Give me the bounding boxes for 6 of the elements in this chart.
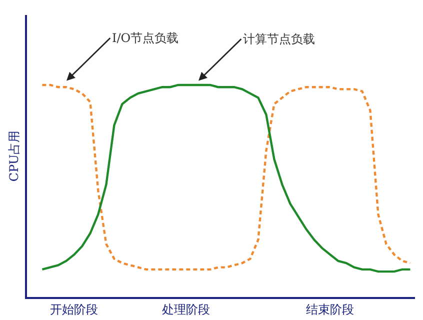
- x-tick-label: 处理阶段: [162, 302, 210, 316]
- text: I/O节点负载: [112, 31, 179, 45]
- text: 计算节点负载: [243, 32, 315, 46]
- x-tick-label: 结束阶段: [306, 302, 354, 316]
- x-tick-label: 开始阶段: [50, 302, 98, 316]
- y-axis-title: CPU占用: [6, 130, 21, 182]
